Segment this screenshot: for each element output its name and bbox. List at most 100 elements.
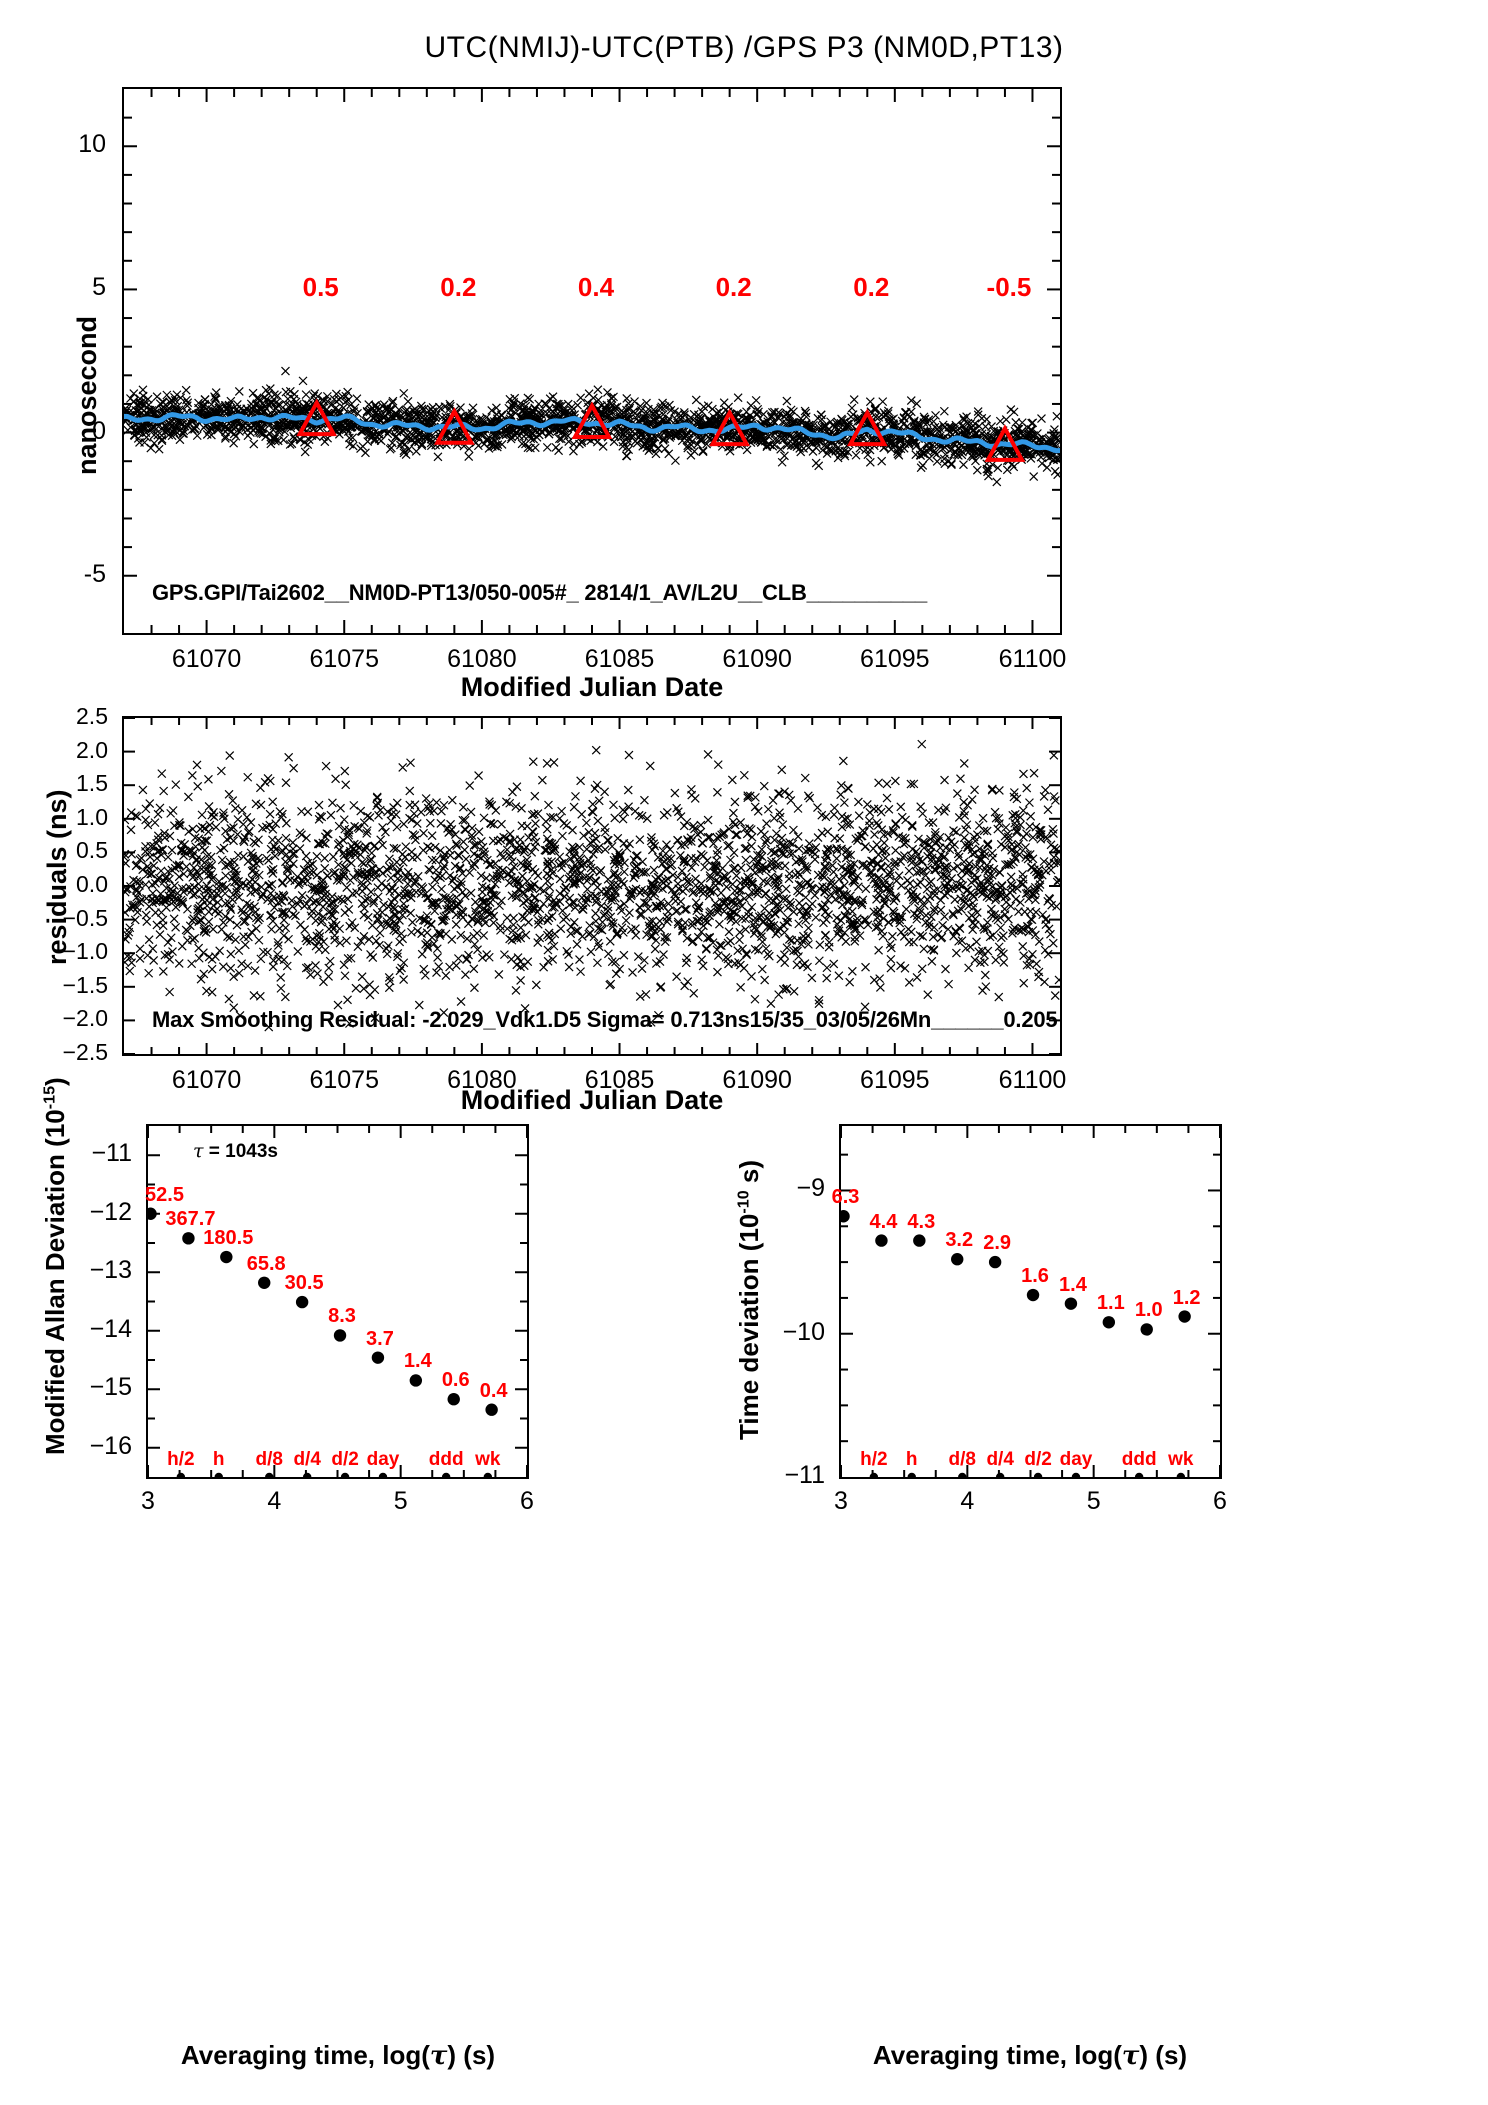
adev-tau-mark: wk: [475, 1449, 501, 1470]
tdev-y-tick-label: −10: [782, 1317, 825, 1346]
residuals-y-tick-label: 2.0: [76, 736, 108, 763]
adev-y-tick-label: −12: [89, 1197, 132, 1226]
tdev-tau-mark: wk: [1168, 1449, 1194, 1470]
main-plot-caption: GPS.GPI/Tai2602__NM0D-PT13/050-005#_ 281…: [152, 580, 927, 605]
residuals-x-tick-label: 61070: [171, 1066, 242, 1094]
tdev-y-axis-label-suffix: s): [734, 1159, 764, 1191]
residuals-y-tick-label: 1.0: [76, 803, 108, 830]
tdev-point-label: 4.3: [907, 1210, 936, 1233]
residuals-x-tick-label: 61095: [860, 1066, 930, 1094]
main-x-tick-label: 61075: [309, 645, 379, 673]
adev-point-label: 52.5: [145, 1183, 184, 1206]
tdev-tau-mark: ddd: [1121, 1449, 1157, 1470]
adev-tau-mark: day: [366, 1449, 400, 1470]
residuals-plot-caption: Max Smoothing Residual: -2.029_Vdk1.D5 S…: [152, 1007, 1058, 1032]
adev-x-tick-label: 4: [267, 1487, 282, 1515]
residuals-x-tick-label: 61075: [309, 1066, 379, 1094]
adev-y-axis-label-text: Modified Allan Deviation (10: [40, 1109, 70, 1455]
main-y-axis-label: nanosecond: [72, 315, 102, 475]
main-x-tick-label: 61070: [171, 645, 242, 673]
adev-plot-frame: [146, 1124, 529, 1479]
residuals-plot-canvas: [124, 718, 1060, 1054]
tdev-point-label: 4.4: [869, 1210, 898, 1233]
residuals-y-tick-label: 2.5: [76, 703, 108, 729]
main-y-tick-label: 10: [78, 130, 106, 159]
deviation-annotation: 0.2: [853, 272, 890, 303]
adev-y-tick-label: −11: [91, 1139, 132, 1168]
adev-tau-mark: d/2: [331, 1449, 359, 1470]
adev-x-axis-label-post: ) (s): [447, 2040, 496, 2070]
main-y-tick-label: 0: [92, 416, 106, 445]
main-x-tick-label: 61095: [860, 645, 930, 673]
tau-symbol: τ: [1121, 2041, 1140, 2071]
adev-tau-mark: d/4: [293, 1449, 321, 1470]
tdev-point-label: 3.2: [945, 1229, 974, 1252]
tdev-y-tick-label: −11: [784, 1461, 825, 1489]
tdev-tau-mark: h/2: [860, 1449, 888, 1470]
tdev-tau-mark: d/8: [948, 1449, 976, 1470]
main-y-tick-label: 5: [92, 273, 106, 302]
adev-point-label: 30.5: [284, 1272, 324, 1295]
deviation-annotation: 0.5: [302, 272, 339, 303]
tdev-x-axis-label-pre: Averaging time, log(: [872, 2040, 1122, 2070]
adev-x-tick-label: 3: [141, 1487, 155, 1515]
adev-y-axis-label: Modified Allan Deviation (10-15): [40, 1077, 71, 1455]
adev-tau-mark: d/8: [255, 1449, 283, 1470]
adev-y-tick-label: −16: [89, 1431, 132, 1460]
tdev-point-label: 1.6: [1021, 1265, 1049, 1288]
residuals-x-axis-label: Modified Julian Date: [460, 1085, 724, 1115]
deviation-annotation: -0.5: [986, 272, 1032, 303]
deviation-annotation: 0.4: [577, 272, 615, 303]
main-plot-canvas: [124, 89, 1060, 633]
main-y-tick-label: -5: [83, 559, 106, 588]
adev-point-label: 180.5: [203, 1227, 254, 1250]
residuals-y-tick-label: −0.5: [62, 904, 108, 931]
deviation-annotation: 0.2: [440, 272, 477, 303]
tdev-y-axis-label-text: Time deviation (10: [734, 1213, 764, 1440]
adev-y-tick-label: −14: [89, 1314, 132, 1343]
residuals-y-tick-label: 0.5: [76, 837, 108, 864]
tdev-point-label: 6.3: [831, 1186, 860, 1209]
adev-point-label: 367.7: [165, 1208, 216, 1231]
adev-tau-mark: h/2: [167, 1449, 195, 1470]
tdev-point-label: 1.1: [1096, 1292, 1125, 1315]
main-x-axis-label: Modified Julian Date: [460, 672, 724, 702]
adev-point-label: 65.8: [246, 1252, 286, 1275]
tdev-x-tick-label: 3: [834, 1487, 848, 1515]
tau-symbol: τ: [429, 2041, 448, 2071]
adev-y-tick-label: −15: [89, 1373, 132, 1402]
adev-point-label: 0.6: [441, 1369, 470, 1392]
tdev-y-axis-exponent: -10: [734, 1190, 753, 1214]
adev-tau-note: ττ = 1043s = 1043s: [193, 1140, 279, 1162]
tdev-plot-frame: [839, 1124, 1222, 1479]
main-x-tick-label: 61085: [584, 645, 655, 673]
residuals-y-tick-label: −2.5: [62, 1039, 108, 1065]
main-x-tick-label: 61090: [722, 645, 792, 673]
adev-point-label: 1.4: [403, 1350, 432, 1373]
residuals-y-tick-label: −2.0: [62, 1005, 108, 1032]
residuals-x-tick-label: 61080: [447, 1066, 517, 1094]
residuals-x-tick-label: 61090: [722, 1066, 792, 1094]
adev-point-label: 3.7: [366, 1327, 394, 1350]
tdev-tau-mark: d/2: [1024, 1449, 1052, 1470]
tdev-point-label: 1.0: [1134, 1299, 1163, 1322]
deviation-annotation: 0.2: [715, 272, 752, 303]
residuals-y-tick-label: 1.5: [76, 770, 108, 797]
residuals-y-tick-label: −1.0: [62, 938, 108, 965]
residuals-x-tick-label: 61100: [998, 1066, 1067, 1094]
tdev-tau-mark: d/4: [986, 1449, 1014, 1470]
adev-y-tick-label: −13: [89, 1256, 132, 1285]
adev-tau-mark: ddd: [428, 1449, 464, 1470]
adev-y-axis-label-suffix: ): [40, 1077, 70, 1086]
tdev-x-tick-label: 4: [960, 1487, 975, 1515]
tdev-point-label: 1.2: [1172, 1286, 1201, 1309]
residuals-y-tick-label: 0.0: [76, 871, 108, 897]
adev-tau-mark: h: [212, 1449, 225, 1470]
tdev-point-label: 1.4: [1059, 1273, 1087, 1296]
main-plot-frame: [122, 87, 1062, 635]
adev-x-axis-label-pre: Averaging time, log(: [180, 2040, 430, 2070]
adev-point-label: 8.3: [328, 1305, 356, 1328]
adev-x-tick-label: 6: [520, 1487, 534, 1515]
tdev-x-tick-label: 6: [1213, 1487, 1227, 1515]
tdev-y-tick-label: −9: [796, 1174, 825, 1203]
